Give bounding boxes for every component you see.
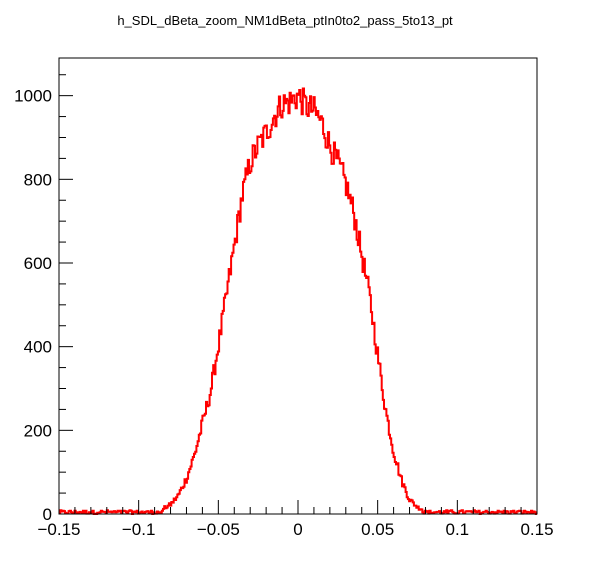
histogram-series-line [59,87,537,515]
x-tick-label: 0.1 [446,520,470,539]
y-tick-label: 1000 [14,87,52,106]
y-tick-label: 800 [24,170,52,189]
y-tick-label: 0 [43,505,52,524]
x-tick-label: −0.1 [122,520,156,539]
y-axis: 0 200 400 600 800 1000 [14,74,73,524]
chart-title: h_SDL_dBeta_zoom_NM1dBeta_ptIn0to2_pass_… [117,13,453,28]
x-tick-label: −0.05 [197,520,240,539]
y-tick-label: 200 [24,421,52,440]
x-tick-label: 0.05 [361,520,394,539]
x-tick-label: 0 [293,520,302,539]
x-axis: −0.15 −0.1 −0.05 0 0.05 0.1 0.15 [37,500,554,539]
x-tick-label: −0.15 [37,520,80,539]
y-tick-label: 400 [24,338,52,357]
x-tick-label: 0.15 [520,520,553,539]
y-tick-label: 600 [24,254,52,273]
